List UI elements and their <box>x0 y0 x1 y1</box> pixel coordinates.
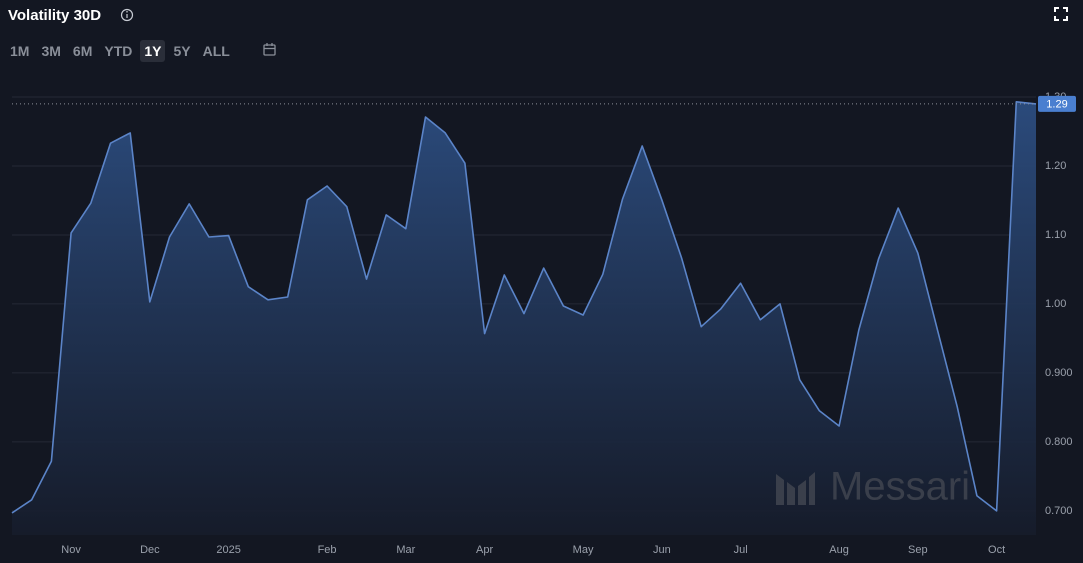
y-tick-label: 0.900 <box>1045 367 1073 379</box>
range-button[interactable]: 3M <box>41 43 61 59</box>
y-tick-label: 1.00 <box>1045 298 1066 310</box>
x-tick-label: Dec <box>140 544 160 556</box>
chart-title: Volatility 30D <box>8 7 101 24</box>
range-button[interactable]: ALL <box>202 43 230 59</box>
last-value-badge <box>1038 95 1076 112</box>
line <box>11 101 1037 514</box>
x-tick-label: Feb <box>318 544 337 556</box>
fullscreen-icon[interactable] <box>1054 7 1068 21</box>
range-button[interactable]: 6M <box>72 43 93 59</box>
y-tick-label: 1.10 <box>1045 229 1066 241</box>
x-tick-label: Jun <box>653 544 671 556</box>
range-button[interactable]: 1Y <box>140 40 166 62</box>
y-tick-label: 1.20 <box>1045 160 1066 172</box>
x-tick-label: Jul <box>734 544 748 556</box>
y-tick-label: 0.700 <box>1045 505 1073 517</box>
area <box>12 101 1036 536</box>
x-tick-label: Nov <box>61 544 81 556</box>
x-tick-label: Mar <box>396 544 415 556</box>
x-tick-label: Apr <box>476 544 493 556</box>
calendar-icon[interactable] <box>263 43 276 56</box>
x-tick-label: Oct <box>988 544 1005 556</box>
x-tick-label: Aug <box>829 544 849 556</box>
range-buttons: 1M 3M 6M YTD 1Y 5Y ALL <box>6 40 234 62</box>
watermark-logo <box>776 472 815 505</box>
range-button[interactable]: 5Y <box>173 43 191 59</box>
x-tick-label: 2025 <box>216 544 240 556</box>
range-button[interactable]: 1M <box>10 43 30 59</box>
range-button[interactable]: YTD <box>104 43 133 59</box>
last-value-label: 1.29 <box>1046 98 1067 110</box>
watermark: Messari <box>830 465 970 509</box>
y-tick-label: 0.800 <box>1045 436 1073 448</box>
x-tick-label: Sep <box>908 544 928 556</box>
x-tick-label: May <box>573 544 594 556</box>
info-icon[interactable] <box>120 8 134 22</box>
